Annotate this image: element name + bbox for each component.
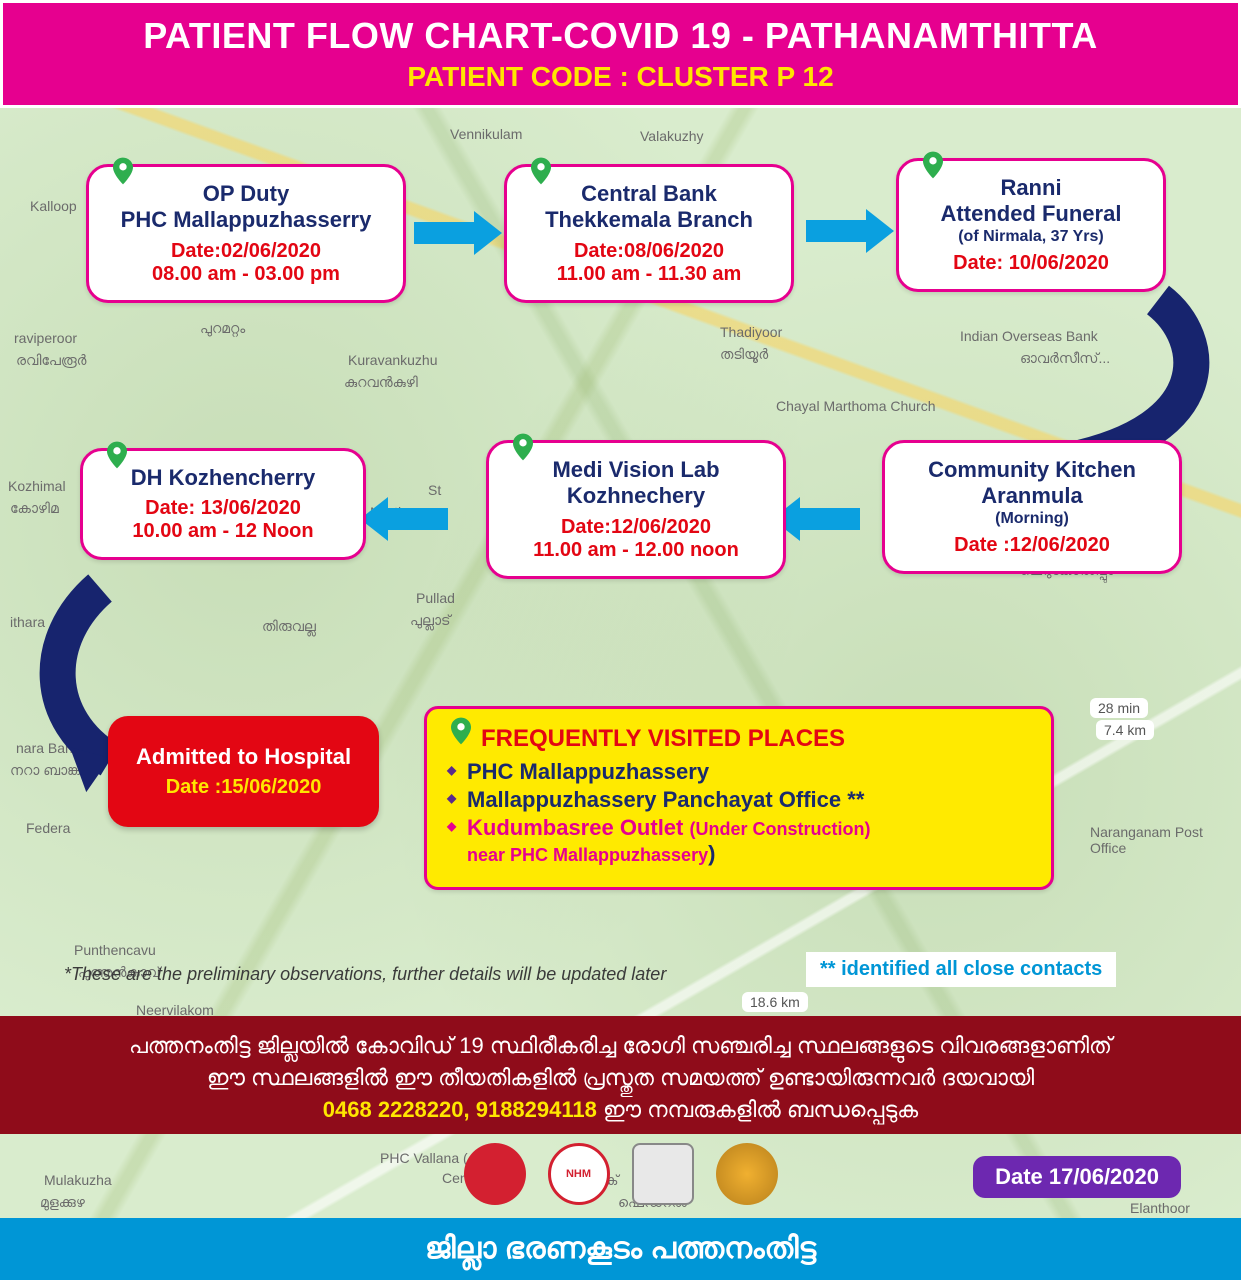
flow-arrow bbox=[388, 508, 448, 530]
frequent-places-box: FREQUENTLY VISITED PLACES PHC Mallappuzh… bbox=[424, 706, 1054, 890]
map-label: തിരുവല്ല bbox=[262, 618, 316, 635]
map-label: Thadiyoor bbox=[720, 324, 782, 340]
flow-box-date: Date:12/06/2020 bbox=[509, 516, 763, 539]
map-label: nara Bank bbox=[16, 740, 80, 756]
route-label: 28 min bbox=[1090, 698, 1148, 718]
flow-box-title: OP DutyPHC Mallappuzhasserry bbox=[109, 181, 383, 234]
frequent-place-item: Mallappuzhassery Panchayat Office ** bbox=[467, 787, 1027, 813]
map-pin-icon bbox=[531, 157, 551, 185]
flow-box-sub: (of Nirmala, 37 Yrs) bbox=[919, 228, 1143, 246]
flow-arrow bbox=[800, 508, 860, 530]
footer-text: ജില്ലാ ഭരണകൂടം പത്തനംതിട്ട bbox=[425, 1232, 816, 1266]
red-notice-band: പത്തനംതിട്ട ജില്ലയിൽ കോവിഡ് 19 സ്ഥിരീകരി… bbox=[0, 1016, 1241, 1134]
flow-box-title: Central BankThekkemala Branch bbox=[527, 181, 771, 234]
map-label: തടിയൂർ bbox=[720, 346, 768, 363]
flow-box-time: 08.00 am - 03.00 pm bbox=[109, 263, 383, 286]
flow-box-n3: RanniAttended Funeral(of Nirmala, 37 Yrs… bbox=[896, 158, 1166, 292]
map-label: രവിപേരൂർ bbox=[16, 352, 86, 369]
flow-box-n2: Central BankThekkemala Branch Date:08/06/… bbox=[504, 164, 794, 303]
contacts-note: ** identified all close contacts bbox=[806, 952, 1116, 987]
disclaimer-text: *These are the preliminary observations,… bbox=[64, 964, 666, 985]
flow-box-date: Date:02/06/2020 bbox=[109, 240, 383, 263]
map-label: കുറവൻകുഴി bbox=[344, 374, 418, 391]
map-label: Vennikulam bbox=[450, 126, 522, 142]
logo-3-icon bbox=[632, 1143, 694, 1205]
frequent-place-item: PHC Mallappuzhassery bbox=[467, 759, 1027, 785]
map-label: Kalloop bbox=[30, 198, 77, 214]
flow-box-time: 11.00 am - 11.30 am bbox=[527, 263, 771, 286]
red-band-line1: പത്തനംതിട്ട ജില്ലയിൽ കോവിഡ് 19 സ്ഥിരീകരി… bbox=[32, 1030, 1209, 1062]
flow-box-n4: Community KitchenAranmula(Morning) Date :… bbox=[882, 440, 1182, 574]
red-band-line3: 0468 2228220, 9188294118 ഈ നമ്പരുകളിൽ ബന… bbox=[32, 1094, 1209, 1126]
map-label: കോഴിമ bbox=[10, 500, 59, 517]
header-banner: PATIENT FLOW CHART-COVID 19 - PATHANAMTH… bbox=[0, 0, 1241, 108]
header-title: PATIENT FLOW CHART-COVID 19 - PATHANAMTH… bbox=[143, 15, 1098, 57]
date-pill: Date 17/06/2020 bbox=[973, 1156, 1181, 1198]
route-label: 7.4 km bbox=[1096, 720, 1154, 740]
map-label: പുറമറ്റം bbox=[200, 320, 245, 337]
footer-band: ജില്ലാ ഭരണകൂടം പത്തനംതിട്ട bbox=[0, 1218, 1241, 1280]
red-band-numbers: 0468 2228220, 9188294118 bbox=[323, 1097, 597, 1122]
map-label: Kozhimal bbox=[8, 478, 66, 494]
map-pin-icon bbox=[923, 151, 943, 179]
frequent-place-item: Kudumbasree Outlet (Under Construction)n… bbox=[467, 815, 1027, 867]
flow-box-title: RanniAttended Funeral bbox=[919, 175, 1143, 228]
map-pin-icon bbox=[107, 441, 127, 469]
flow-box-n1: OP DutyPHC Mallappuzhasserry Date:02/06/2… bbox=[86, 164, 406, 303]
flow-box-n5: Medi Vision LabKozhnechery Date:12/06/202… bbox=[486, 440, 786, 579]
admitted-date: Date :15/06/2020 bbox=[136, 776, 351, 799]
flow-box-date: Date :12/06/2020 bbox=[905, 534, 1159, 557]
map-label: പുല്ലാട് bbox=[410, 612, 451, 629]
map-label: Naranganam Post Office bbox=[1090, 824, 1241, 856]
map-pin-icon bbox=[451, 717, 471, 745]
route-label: 18.6 km bbox=[742, 992, 808, 1012]
frequent-places-title: FREQUENTLY VISITED PLACES bbox=[481, 725, 1027, 753]
logo-4-icon bbox=[716, 1143, 778, 1205]
flow-arrow bbox=[414, 222, 474, 244]
flow-box-title: Medi Vision LabKozhnechery bbox=[509, 457, 763, 510]
map-label: Valakuzhy bbox=[640, 128, 704, 144]
flow-box-date: Date: 10/06/2020 bbox=[919, 252, 1143, 275]
map-pin-icon bbox=[113, 157, 133, 185]
map-label: ithara bbox=[10, 614, 45, 630]
admitted-title: Admitted to Hospital bbox=[136, 744, 351, 770]
map-label: Punthencavu bbox=[74, 942, 156, 958]
header-subtitle: PATIENT CODE : CLUSTER P 12 bbox=[407, 61, 833, 93]
flow-box-time: 11.00 am - 12.00 noon bbox=[509, 539, 763, 562]
admitted-box: Admitted to Hospital Date :15/06/2020 bbox=[108, 716, 379, 827]
map-label: St bbox=[428, 482, 441, 498]
flow-box-n6: DH Kozhencherry Date: 13/06/202010.00 am … bbox=[80, 448, 366, 560]
frequent-places-list: PHC MallappuzhasseryMallappuzhassery Pan… bbox=[451, 759, 1027, 867]
logo-1-icon bbox=[464, 1143, 526, 1205]
red-band-tail: ഈ നമ്പരുകളിൽ ബന്ധപ്പെടുക bbox=[597, 1097, 918, 1122]
flow-box-title: Community KitchenAranmula bbox=[905, 457, 1159, 510]
red-band-line2: ഈ സ്ഥലങ്ങളിൽ ഈ തീയതികളിൽ പ്രസ്തുത സമയത്ത… bbox=[32, 1062, 1209, 1094]
flow-box-sub: (Morning) bbox=[905, 510, 1159, 528]
map-label: Kuravankuzhu bbox=[348, 352, 438, 368]
flow-box-title: DH Kozhencherry bbox=[103, 465, 343, 491]
flow-box-date: Date: 13/06/2020 bbox=[103, 497, 343, 520]
map-label: ഓവർസീസ്... bbox=[1020, 350, 1110, 367]
map-label: നറാ ബാങ്ക് bbox=[10, 762, 82, 779]
map-pin-icon bbox=[513, 433, 533, 461]
map-label: raviperoor bbox=[14, 330, 77, 346]
logo-2-icon: NHM bbox=[548, 1143, 610, 1205]
map-label: Indian Overseas Bank bbox=[960, 328, 1098, 344]
flow-box-time: 10.00 am - 12 Noon bbox=[103, 520, 343, 543]
flow-box-date: Date:08/06/2020 bbox=[527, 240, 771, 263]
map-label: Federa bbox=[26, 820, 70, 836]
flow-arrow bbox=[806, 220, 866, 242]
map-label: Pullad bbox=[416, 590, 455, 606]
map-label: Chayal Marthoma Church bbox=[776, 398, 936, 414]
